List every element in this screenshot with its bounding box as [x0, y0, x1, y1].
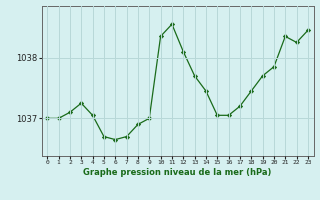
X-axis label: Graphe pression niveau de la mer (hPa): Graphe pression niveau de la mer (hPa)	[84, 168, 272, 177]
